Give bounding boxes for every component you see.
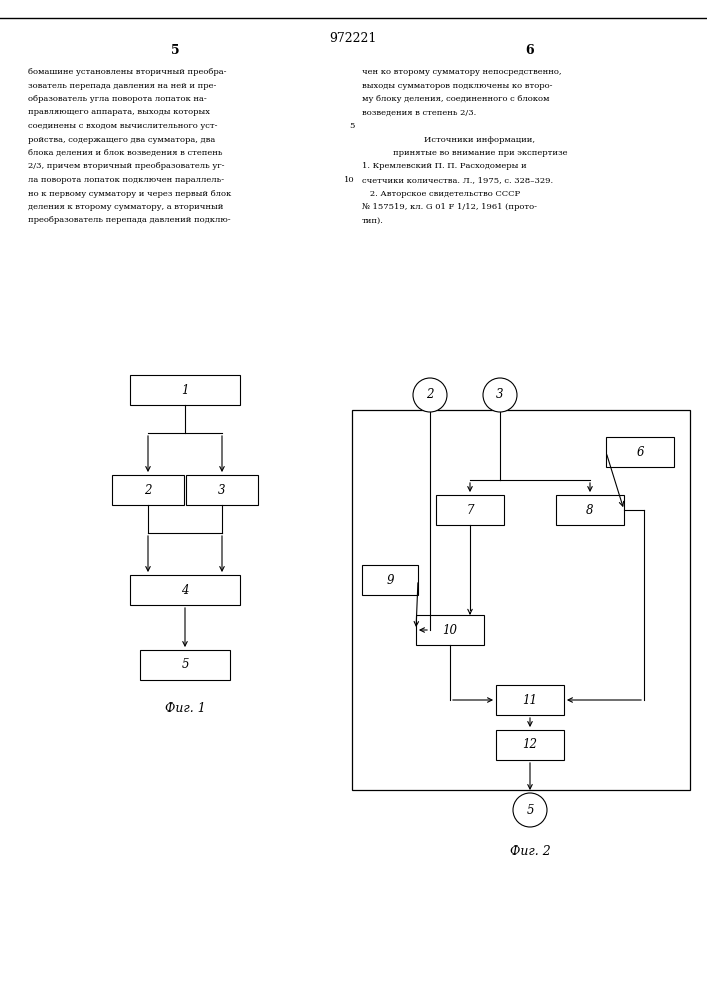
Text: Источники информации,: Источники информации, bbox=[424, 135, 535, 143]
Text: 3: 3 bbox=[496, 388, 504, 401]
Text: 5: 5 bbox=[181, 658, 189, 672]
Text: но к первому сумматору и через первый блок: но к первому сумматору и через первый бл… bbox=[28, 190, 231, 198]
Text: тип).: тип). bbox=[362, 217, 384, 225]
Text: 4: 4 bbox=[181, 584, 189, 596]
Bar bbox=[186, 475, 258, 505]
Text: Фиг. 2: Фиг. 2 bbox=[510, 845, 550, 858]
Text: образователь угла поворота лопаток на-: образователь угла поворота лопаток на- bbox=[28, 95, 206, 103]
Text: Фиг. 1: Фиг. 1 bbox=[165, 702, 205, 715]
Text: 972221: 972221 bbox=[329, 31, 377, 44]
Bar bbox=[436, 495, 504, 525]
Text: ла поворота лопаток подключен параллель-: ла поворота лопаток подключен параллель- bbox=[28, 176, 224, 184]
Text: зователь перепада давления на ней и пре-: зователь перепада давления на ней и пре- bbox=[28, 82, 216, 90]
Circle shape bbox=[413, 378, 447, 412]
Circle shape bbox=[483, 378, 517, 412]
Text: 7: 7 bbox=[466, 504, 474, 516]
Text: чен ко второму сумматору непосредственно,: чен ко второму сумматору непосредственно… bbox=[362, 68, 561, 76]
Bar bbox=[496, 730, 564, 760]
Text: 5: 5 bbox=[526, 804, 534, 816]
Text: 6: 6 bbox=[636, 446, 644, 458]
Text: 6: 6 bbox=[526, 43, 534, 56]
Text: 9: 9 bbox=[386, 574, 394, 586]
Text: 1: 1 bbox=[181, 383, 189, 396]
Text: 12: 12 bbox=[522, 738, 537, 752]
Bar bbox=[606, 437, 674, 467]
Text: 1. Кремлевский П. П. Расходомеры и: 1. Кремлевский П. П. Расходомеры и bbox=[362, 162, 527, 170]
Bar bbox=[140, 650, 230, 680]
Text: соединены с входом вычислительного уст-: соединены с входом вычислительного уст- bbox=[28, 122, 218, 130]
Text: 11: 11 bbox=[522, 694, 537, 706]
Bar bbox=[496, 685, 564, 715]
Text: 3: 3 bbox=[218, 484, 226, 496]
Text: 2/3, причем вторичный преобразователь уг-: 2/3, причем вторичный преобразователь уг… bbox=[28, 162, 225, 170]
Text: бомашине установлены вторичный преобра-: бомашине установлены вторичный преобра- bbox=[28, 68, 226, 76]
Bar bbox=[130, 375, 240, 405]
Text: счетчики количества. Л., 1975, с. 328–329.: счетчики количества. Л., 1975, с. 328–32… bbox=[362, 176, 553, 184]
Circle shape bbox=[513, 793, 547, 827]
Text: 10: 10 bbox=[344, 176, 355, 184]
Text: 5: 5 bbox=[350, 122, 355, 130]
Text: 2: 2 bbox=[426, 388, 434, 401]
Bar bbox=[352, 410, 690, 790]
Bar bbox=[556, 495, 624, 525]
Bar bbox=[362, 565, 418, 595]
Text: выходы сумматоров подключены ко второ-: выходы сумматоров подключены ко второ- bbox=[362, 82, 552, 90]
Text: му блоку деления, соединенного с блоком: му блоку деления, соединенного с блоком bbox=[362, 95, 549, 103]
Text: преобразователь перепада давлений подклю-: преобразователь перепада давлений подклю… bbox=[28, 217, 230, 225]
Text: № 157519, кл. G 01 F 1/12, 1961 (прото-: № 157519, кл. G 01 F 1/12, 1961 (прото- bbox=[362, 203, 537, 211]
Text: 8: 8 bbox=[586, 504, 594, 516]
Text: деления к второму сумматору, а вторичный: деления к второму сумматору, а вторичный bbox=[28, 203, 223, 211]
Text: правляющего аппарата, выходы которых: правляющего аппарата, выходы которых bbox=[28, 108, 210, 116]
Text: 2. Авторское свидетельство СССР: 2. Авторское свидетельство СССР bbox=[362, 190, 520, 198]
Text: ройства, содержащего два сумматора, два: ройства, содержащего два сумматора, два bbox=[28, 135, 215, 143]
Text: 10: 10 bbox=[443, 624, 457, 637]
Text: 2: 2 bbox=[144, 484, 152, 496]
Text: принятые во внимание при экспертизе: принятые во внимание при экспертизе bbox=[393, 149, 567, 157]
Bar bbox=[112, 475, 184, 505]
Bar bbox=[416, 615, 484, 645]
Text: 5: 5 bbox=[170, 43, 180, 56]
Bar bbox=[130, 575, 240, 605]
Text: возведения в степень 2/3.: возведения в степень 2/3. bbox=[362, 108, 477, 116]
Text: блока деления и блок возведения в степень: блока деления и блок возведения в степен… bbox=[28, 149, 223, 157]
